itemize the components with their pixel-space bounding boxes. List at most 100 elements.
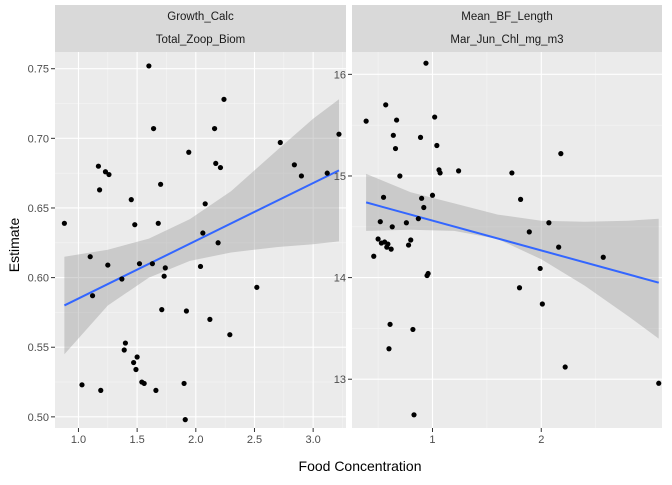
data-point	[390, 132, 396, 138]
x-tick-label: 2	[538, 434, 544, 446]
data-point	[324, 170, 330, 176]
data-point	[158, 181, 164, 187]
data-point	[415, 216, 421, 222]
data-point	[153, 387, 159, 393]
panel-background	[352, 52, 662, 428]
confidence-band	[64, 99, 340, 355]
data-point	[105, 262, 111, 268]
data-point	[600, 254, 606, 260]
data-point	[131, 359, 137, 366]
data-point	[211, 125, 218, 132]
data-point	[371, 253, 377, 259]
data-point	[558, 151, 564, 157]
data-point	[161, 273, 167, 279]
data-point	[217, 164, 224, 171]
x-tick-label: 1.0	[71, 434, 86, 446]
data-point	[134, 354, 140, 360]
data-point	[336, 131, 342, 137]
data-point	[87, 254, 93, 260]
x-tick-label: 1.5	[129, 434, 144, 446]
data-point	[277, 139, 283, 146]
data-point	[202, 201, 208, 207]
data-point	[546, 220, 552, 226]
data-point	[429, 192, 436, 198]
data-point	[155, 220, 161, 226]
confidence-band	[366, 173, 659, 339]
data-point	[182, 417, 188, 423]
data-point	[254, 284, 260, 290]
data-point	[425, 270, 431, 277]
y-tick-label: 0.65	[28, 203, 49, 215]
data-point	[95, 163, 102, 169]
data-point	[213, 160, 219, 167]
y-axis-title: Estimate	[6, 218, 22, 273]
panels-layer: Growth_Calc Total_Zoop_Biom 1.0 1.5 2.0 2.5 3.…	[28, 5, 662, 446]
data-point	[183, 308, 190, 314]
data-point	[388, 246, 394, 252]
data-point	[411, 412, 417, 418]
data-point	[363, 118, 369, 124]
data-point	[517, 196, 524, 202]
data-point	[437, 170, 443, 176]
data-point	[375, 236, 381, 242]
data-point	[397, 173, 403, 179]
data-point	[291, 162, 297, 168]
facet-strip	[55, 5, 346, 52]
data-point	[89, 293, 96, 299]
data-point	[434, 142, 440, 149]
strip-label-1: Growth_Calc	[167, 11, 234, 23]
data-point	[526, 229, 532, 235]
data-point	[221, 96, 227, 102]
y-tick-label: 13	[334, 374, 346, 386]
strip-label-1: Mean_BF_Length	[461, 11, 552, 23]
facet-strip	[352, 5, 662, 52]
data-point	[122, 340, 129, 346]
data-point	[383, 102, 389, 108]
data-point	[537, 265, 543, 272]
data-point	[61, 220, 67, 226]
data-point	[393, 117, 400, 123]
data-point	[150, 125, 157, 132]
data-point	[410, 326, 416, 333]
data-point	[403, 220, 409, 226]
data-point	[215, 240, 221, 246]
data-point	[162, 265, 168, 271]
data-point	[377, 219, 383, 225]
data-point	[227, 332, 233, 338]
data-point	[387, 321, 393, 327]
x-tick-label: 2.5	[247, 434, 262, 446]
data-point	[141, 380, 147, 387]
data-point	[200, 230, 206, 236]
data-point	[380, 194, 387, 200]
facet-panel-1: Growth_Calc Total_Zoop_Biom 1.0 1.5 2.0 2.5 3.…	[28, 5, 346, 446]
data-point	[392, 145, 399, 152]
x-tick-label: 2.0	[188, 434, 203, 446]
y-tick-label: 16	[334, 69, 346, 81]
data-point	[121, 347, 127, 353]
data-point	[421, 204, 427, 211]
data-point	[455, 168, 462, 174]
data-point	[556, 244, 562, 250]
data-point	[146, 63, 152, 69]
data-point	[132, 222, 138, 228]
y-tick-label: 15	[334, 171, 346, 183]
x-tick-label: 3.0	[305, 434, 320, 446]
data-point	[516, 285, 523, 291]
regression-line	[63, 169, 340, 307]
data-point	[385, 241, 391, 247]
data-point	[423, 60, 429, 66]
data-point	[509, 170, 515, 176]
data-point	[186, 149, 192, 155]
data-point	[432, 114, 438, 120]
data-point	[98, 387, 104, 393]
data-point	[539, 301, 545, 307]
strip-label-2: Mar_Jun_Chl_mg_m3	[450, 34, 563, 46]
y-tick-label: 0.55	[28, 342, 49, 354]
data-point	[562, 364, 568, 370]
y-tick-label: 0.50	[28, 412, 49, 424]
regression-line	[365, 201, 660, 284]
data-point	[405, 242, 412, 248]
panel-background	[55, 52, 346, 428]
